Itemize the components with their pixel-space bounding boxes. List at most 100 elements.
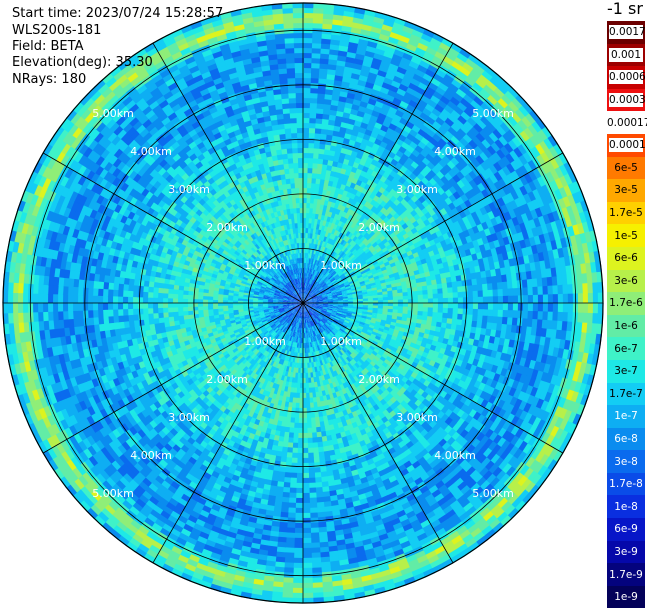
data-cell [483,303,489,310]
data-cell [303,182,308,188]
data-cell [388,303,394,307]
data-cell [543,303,549,313]
data-cell [588,303,594,314]
data-cell [303,162,309,168]
data-cell [303,77,312,83]
data-cell [563,303,569,313]
data-cell [548,303,554,313]
data-cell [458,292,464,298]
data-cell [303,87,311,93]
data-cell [473,303,479,310]
data-cell [443,293,449,299]
data-cell [523,295,529,304]
data-cell [528,303,534,312]
data-cell [378,297,384,300]
data-cell [463,291,469,298]
data-cell [303,62,312,68]
data-cell [383,297,389,301]
data-cell [398,296,404,300]
data-cell [453,303,459,309]
data-cell [303,107,311,113]
data-cell [408,303,414,307]
data-cell [523,303,529,312]
data-cell [438,303,444,309]
data-cell [428,303,434,308]
data-cell [303,67,312,73]
data-cell [303,122,310,128]
data-cell [438,293,444,299]
data-cell [488,303,494,310]
data-cell [553,303,559,313]
data-cell [443,308,449,314]
data-cell [303,117,310,123]
data-cell [448,303,454,309]
data-cell [593,303,599,315]
data-cell [503,296,509,304]
data-cell [303,172,308,178]
data-cell [303,17,314,23]
data-cell [303,192,307,198]
data-cell [368,303,374,306]
data-cell [453,308,459,314]
data-cell [303,12,314,18]
data-cell [303,147,309,153]
data-cell [383,303,389,306]
data-cell [358,299,364,302]
data-cell [303,22,314,28]
data-cell [548,294,554,304]
data-cell [538,295,544,304]
data-cell [418,303,424,308]
data-cell [428,294,434,299]
data-cell [373,298,379,301]
data-cell [468,303,474,310]
data-cell [583,293,589,304]
data-cell [303,232,306,238]
data-cell [303,132,310,138]
data-cell [498,303,504,311]
data-cell [578,303,584,314]
data-cell [303,127,310,133]
data-cell [303,202,307,208]
data-cell [478,303,484,310]
data-cell [433,303,439,308]
data-cell [453,292,459,298]
data-cell [563,294,569,304]
data-cell [423,303,429,308]
data-cell [303,187,308,193]
data-cell [303,92,311,98]
data-cell [463,303,469,309]
data-cell [583,303,589,314]
data-cell [303,197,307,203]
data-cell [303,167,308,173]
data-cell [413,303,419,308]
data-cell [303,47,313,53]
data-cell [528,295,534,304]
data-cell [588,293,594,304]
data-cell [593,293,599,305]
data-cell [543,294,549,304]
data-cell [303,177,308,183]
data-cell [303,72,312,78]
data-cell [443,303,449,309]
data-cell [398,303,404,307]
data-cell [533,303,539,312]
data-cell [558,303,564,313]
data-cell [423,294,429,299]
data-cell [303,157,309,163]
data-cell [303,97,311,103]
data-cell [308,158,314,164]
data-cell [578,293,584,304]
data-cell [308,143,314,149]
data-cell [303,212,307,218]
data-cell [303,102,311,108]
data-cell [473,291,479,298]
data-cell [458,308,464,314]
data-cell [508,303,514,311]
data-cell [403,303,409,307]
data-cell [303,37,313,43]
data-cell [463,309,469,316]
data-cell [568,303,574,314]
data-cell [303,217,306,223]
data-cell [303,42,313,48]
data-cell [458,303,464,309]
